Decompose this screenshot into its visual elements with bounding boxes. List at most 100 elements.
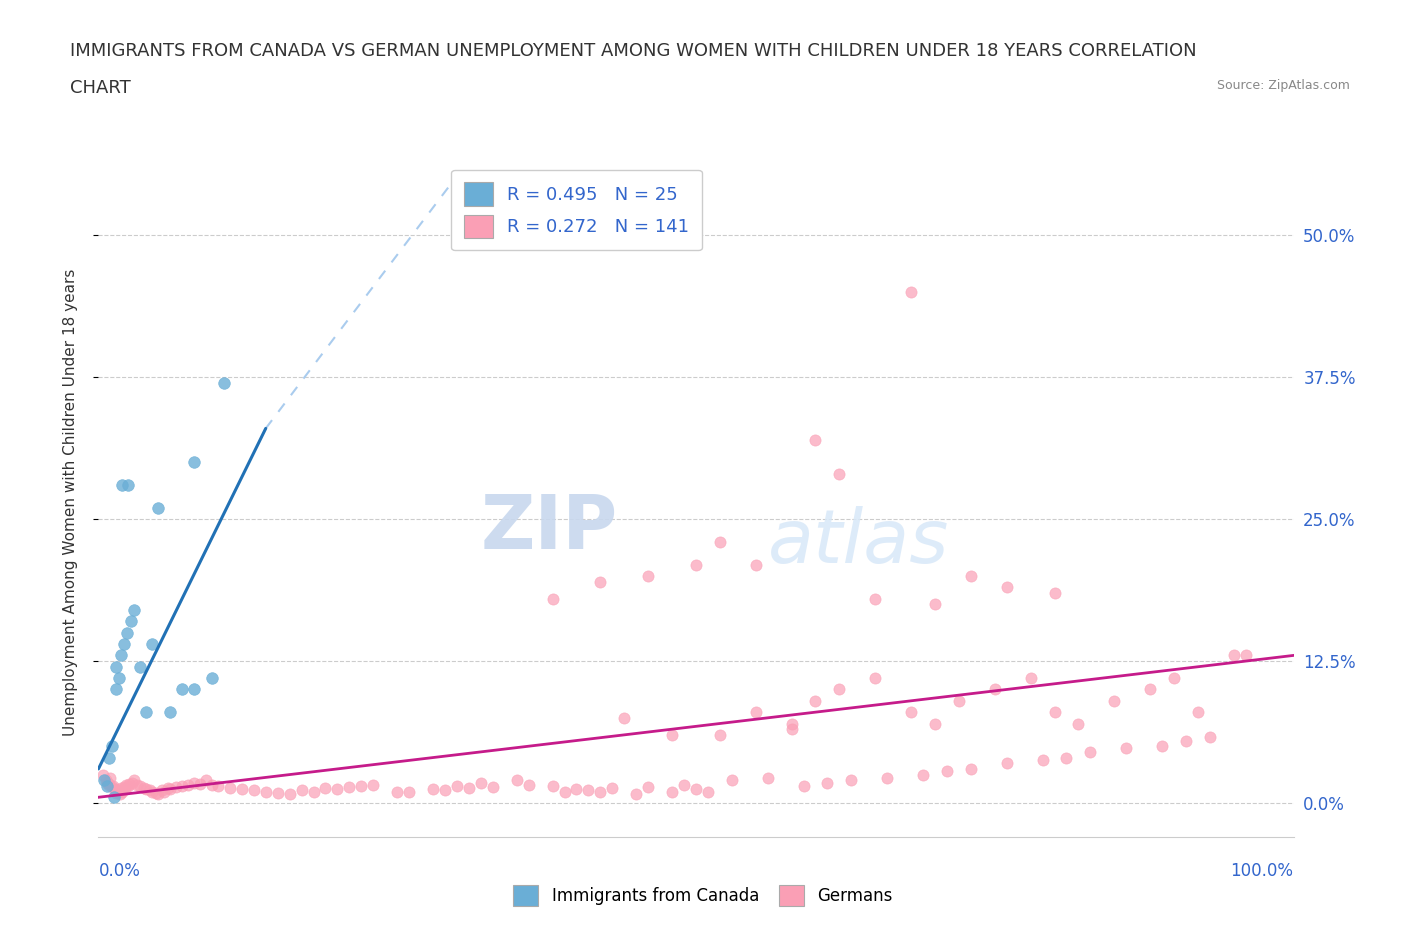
Point [183,682,205,697]
Point [959,568,981,583]
Point [267,785,290,800]
Point [780,722,803,737]
Point [172,682,194,697]
Point [112,637,135,652]
Point [124,773,146,788]
Point [302,784,325,799]
Point [110,648,132,663]
Point [422,782,444,797]
Point [398,784,420,799]
Point [1115,741,1137,756]
Point [756,771,779,786]
Point [150,783,173,798]
Point [243,783,266,798]
Point [141,784,163,799]
Point [141,637,163,652]
Point [212,376,235,391]
Point [93,773,115,788]
Point [1019,671,1042,685]
Point [385,784,409,799]
Point [339,779,360,794]
Point [637,568,659,583]
Point [661,727,683,742]
Point [118,777,141,791]
Point [148,500,170,515]
Point [177,777,200,792]
Point [984,682,1007,697]
Point [911,767,934,782]
Text: ZIP: ZIP [481,493,619,565]
Point [107,784,129,799]
Point [105,785,128,800]
Y-axis label: Unemployment Among Women with Children Under 18 years: Unemployment Among Women with Children U… [63,269,77,736]
Point [576,783,599,798]
Point [721,773,744,788]
Point [91,767,114,782]
Point [613,711,636,725]
Point [1150,738,1173,753]
Point [841,773,863,788]
Point [194,773,218,788]
Point [129,778,152,793]
Point [745,705,768,720]
Point [112,779,135,794]
Point [111,784,134,799]
Point [219,781,242,796]
Point [183,775,205,790]
Point [673,777,696,792]
Point [315,781,337,796]
Point [117,778,139,793]
Point [201,777,224,792]
Point [924,597,946,612]
Point [924,716,946,731]
Point [96,775,118,790]
Point [101,778,124,793]
Point [1067,716,1090,731]
Point [1043,586,1066,601]
Point [458,781,481,796]
Point [107,783,129,798]
Point [103,790,125,804]
Point [183,455,205,470]
Point [100,738,122,753]
Point [104,782,127,797]
Point [745,557,768,572]
Point [804,432,827,447]
Point [110,781,132,796]
Point [107,671,129,685]
Text: CHART: CHART [70,79,131,97]
Point [685,782,707,797]
Point [1102,694,1125,709]
Point [1187,705,1209,720]
Point [100,779,122,794]
Point [1054,751,1078,765]
Point [121,775,143,790]
Point [148,787,170,802]
Point [1222,648,1246,663]
Point [1163,671,1185,685]
Point [97,775,120,790]
Point [156,781,179,796]
Point [1175,733,1198,748]
Point [626,787,648,802]
Point [135,782,157,797]
Point [115,777,138,792]
Point [863,591,887,606]
Point [94,773,117,788]
Point [124,603,146,618]
Point [326,782,349,797]
Point [165,779,187,794]
Point [363,777,385,792]
Point [506,773,529,788]
Point [863,671,887,685]
Point [254,784,277,799]
Point [120,614,142,629]
Point [709,535,731,550]
Point [554,784,576,799]
Text: Source: ZipAtlas.com: Source: ZipAtlas.com [1216,79,1350,92]
Text: 100.0%: 100.0% [1230,862,1294,880]
Point [132,781,155,796]
Text: IMMIGRANTS FROM CANADA VS GERMAN UNEMPLOYMENT AMONG WOMEN WITH CHILDREN UNDER 18: IMMIGRANTS FROM CANADA VS GERMAN UNEMPLO… [70,42,1197,60]
Point [278,787,301,802]
Point [709,727,731,742]
